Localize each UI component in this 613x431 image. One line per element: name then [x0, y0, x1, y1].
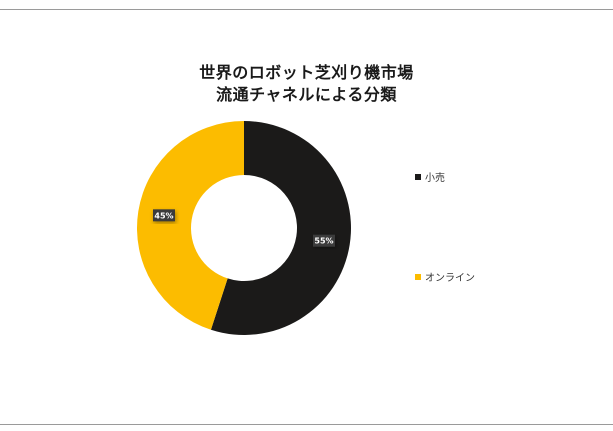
- data-label-box-online: [152, 209, 175, 222]
- legend-item-retail: 小売: [415, 173, 445, 185]
- top-rule: [0, 9, 613, 10]
- legend-item-online: オンライン: [415, 273, 475, 285]
- data-label-box-retail: [313, 234, 336, 247]
- bottom-rule: [0, 424, 613, 425]
- legend-swatch-retail: [415, 174, 421, 180]
- chart-title-line-1: 世界のロボット芝刈り機市場: [199, 63, 414, 82]
- legend-swatch-online: [415, 274, 421, 280]
- chart-title: 世界のロボット芝刈り機市場 流通チャネルによる分類: [0, 62, 613, 106]
- chart-title-line-2: 流通チャネルによる分類: [216, 85, 397, 104]
- donut-slice-retail: [210, 121, 351, 335]
- data-label-text-online: 45%: [154, 211, 173, 220]
- legend-label-online: オンライン: [425, 273, 475, 284]
- data-label-retail: 55%: [313, 234, 336, 247]
- data-label-online: 45%: [152, 209, 175, 222]
- legend-label-retail: 小売: [425, 173, 445, 184]
- donut-slice-online: [136, 121, 244, 330]
- data-label-text-retail: 55%: [314, 237, 333, 246]
